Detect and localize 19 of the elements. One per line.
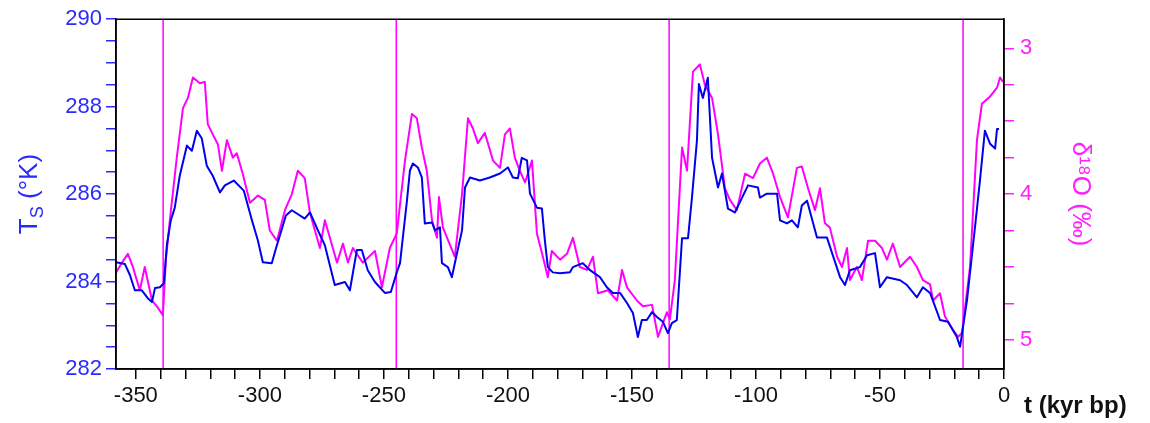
y-tick-label: 288 <box>65 92 102 118</box>
y-tick-label: 290 <box>65 5 102 31</box>
y2-axis-title: δ¹⁸O (‰) <box>1066 141 1097 247</box>
y2-tick-label: 5 <box>1020 325 1033 351</box>
x-tick-label: -250 <box>361 382 406 408</box>
y-tick-label: 282 <box>65 355 102 381</box>
y2-tick-label: 4 <box>1020 180 1033 206</box>
x-axis-title: t (kyr bp) <box>1024 390 1127 418</box>
y-tick-label: 286 <box>65 180 102 206</box>
y-tick-label: 284 <box>65 267 102 293</box>
x-tick-label: -150 <box>609 382 654 408</box>
x-tick-label: 0 <box>997 382 1011 408</box>
x-tick-label: -200 <box>485 382 530 408</box>
y2-tick-label: 3 <box>1020 34 1033 60</box>
x-tick-label: -350 <box>113 382 158 408</box>
x-tick-label: -300 <box>237 382 282 408</box>
x-tick-label: -50 <box>864 382 896 408</box>
x-tick-label: -100 <box>733 382 778 408</box>
y-axis-title: TS (°K) <box>13 153 47 235</box>
